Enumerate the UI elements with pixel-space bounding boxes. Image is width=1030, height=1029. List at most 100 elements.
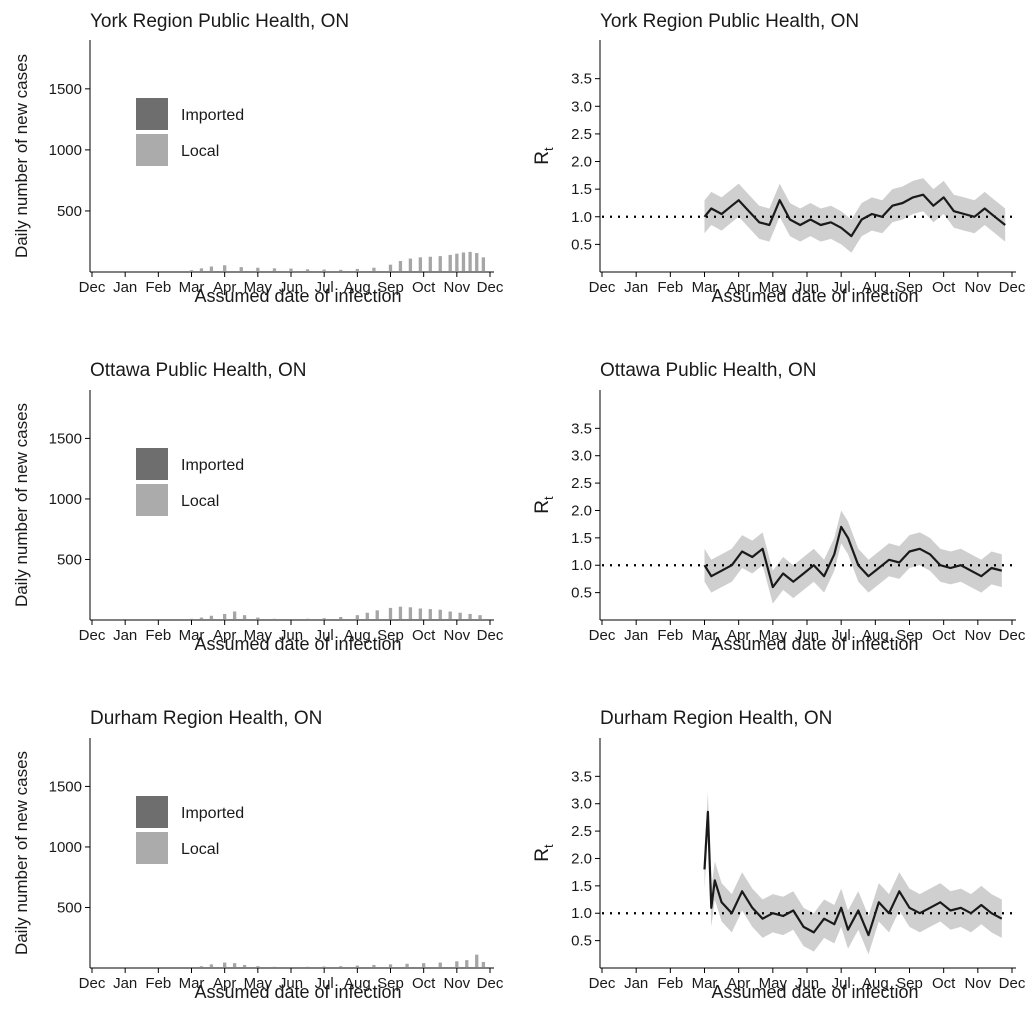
legend-label: Imported <box>181 457 244 474</box>
x-tick-label: Oct <box>932 975 956 992</box>
y-axis-label: Daily number of new cases <box>12 403 31 607</box>
bar <box>209 615 214 619</box>
panel-4: Durham Region Health, ON Dec Jan Feb Mar Apr M… <box>12 708 504 1002</box>
y-tick-label: 2.5 <box>571 475 592 492</box>
legend-swatch-imported <box>136 448 168 480</box>
x-tick-label: Oct <box>932 627 956 644</box>
y-tick-label: 2.0 <box>571 154 592 171</box>
y-tick-label: 0.5 <box>571 585 592 602</box>
y-tick-label: 3.0 <box>571 448 592 465</box>
x-tick-label: May <box>759 975 788 992</box>
bar <box>428 609 432 619</box>
y-axis-label-sub: t <box>541 844 556 848</box>
x-tick-label: May <box>244 627 273 644</box>
x-tick-label: Jul <box>315 627 334 644</box>
legend-label: Local <box>181 143 219 160</box>
bar <box>199 966 204 967</box>
x-tick-label: Jan <box>113 627 137 644</box>
x-tick-label: Jul <box>832 627 851 644</box>
x-tick-label: Jul <box>832 975 851 992</box>
bar <box>481 257 486 271</box>
panel-5: Durham Region Health, ON Dec Jan Feb Mar Apr M… <box>532 708 1026 1002</box>
y-axis-label: Daily number of new cases <box>12 54 31 258</box>
x-tick-label: Mar <box>179 279 205 296</box>
x-tick-label: Apr <box>213 975 236 992</box>
x-axis-label: Assumed date of infection <box>711 634 918 654</box>
bar <box>398 606 403 619</box>
x-tick-label: Dec <box>999 975 1026 992</box>
x-tick-label: Mar <box>179 627 205 644</box>
y-tick-label: 1000 <box>49 491 82 508</box>
bar <box>322 618 326 619</box>
y-tick-label: 500 <box>57 899 82 916</box>
x-tick-label: Sep <box>896 279 923 296</box>
y-axis-label: Rt <box>532 496 556 514</box>
legend-swatch-local <box>136 134 168 166</box>
x-tick-label: Nov <box>964 975 991 992</box>
bar <box>242 615 247 619</box>
y-tick-label: 1.0 <box>571 209 592 226</box>
bar <box>305 269 310 271</box>
x-tick-label: Nov <box>964 627 991 644</box>
x-tick-label: Oct <box>932 279 956 296</box>
x-tick-label: May <box>759 279 788 296</box>
bar <box>468 613 472 619</box>
x-tick-label: Aug <box>344 627 371 644</box>
bar <box>239 267 243 271</box>
x-tick-label: Dec <box>79 627 106 644</box>
legend-label: Local <box>181 493 219 510</box>
bar <box>289 268 293 271</box>
panel-0: York Region Public Health, ON Dec Jan Feb Ma… <box>12 11 504 306</box>
bar <box>223 613 227 619</box>
bar <box>428 256 432 271</box>
panel-3: Ottawa Public Health, ON Dec Jan Feb Mar Apr M… <box>532 360 1026 654</box>
bar <box>372 964 376 967</box>
bar <box>242 964 247 967</box>
bar <box>272 268 277 271</box>
bar <box>448 254 452 271</box>
y-axis-label: Rt <box>532 147 556 165</box>
y-tick-label: 1500 <box>49 430 82 447</box>
bar <box>422 963 426 967</box>
x-tick-label: Jan <box>624 627 648 644</box>
x-tick-label: Oct <box>412 627 436 644</box>
panel-2: Ottawa Public Health, ON Dec Jan Feb Mar Apr M… <box>12 360 504 654</box>
bar <box>418 257 423 271</box>
y-tick-label: 1500 <box>49 81 82 98</box>
x-tick-label: May <box>759 627 788 644</box>
x-tick-label: Jun <box>795 975 819 992</box>
bar <box>232 611 237 619</box>
bar <box>481 961 486 967</box>
rt-confidence-band <box>704 792 1002 955</box>
bar <box>355 615 359 619</box>
y-tick-label: 2.0 <box>571 502 592 519</box>
panel-title: Ottawa Public Health, ON <box>90 360 306 381</box>
x-tick-label: Sep <box>377 627 404 644</box>
bar <box>339 966 343 967</box>
x-tick-label: Feb <box>145 627 171 644</box>
x-tick-label: Nov <box>443 975 470 992</box>
x-tick-label: Oct <box>412 279 436 296</box>
bar <box>398 261 403 271</box>
x-tick-label: May <box>244 279 273 296</box>
legend-swatch-local <box>136 484 168 516</box>
x-tick-label: Feb <box>657 279 683 296</box>
x-tick-label: Jun <box>795 279 819 296</box>
x-tick-label: Jun <box>795 627 819 644</box>
panel-title: York Region Public Health, ON <box>600 11 859 32</box>
y-tick-label: 1500 <box>49 778 82 795</box>
y-tick-label: 1.5 <box>571 878 592 895</box>
bar <box>322 269 326 271</box>
x-tick-label: Aug <box>862 627 889 644</box>
x-tick-label: Mar <box>692 975 718 992</box>
x-tick-label: Dec <box>79 975 106 992</box>
bar <box>223 962 227 967</box>
bar <box>438 256 442 271</box>
x-tick-label: Dec <box>477 975 504 992</box>
x-tick-label: Dec <box>589 627 616 644</box>
x-tick-label: Apr <box>727 975 750 992</box>
x-tick-label: Jul <box>315 279 334 296</box>
x-tick-label: Nov <box>443 279 470 296</box>
x-tick-label: Feb <box>657 975 683 992</box>
bar <box>408 607 413 619</box>
